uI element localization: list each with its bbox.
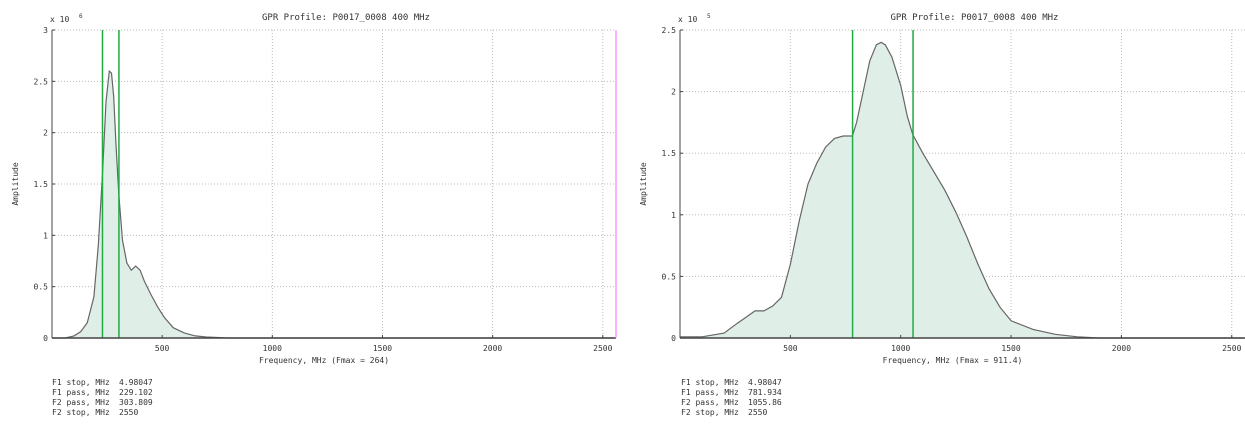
y-tick-label: 2 (671, 88, 676, 97)
y-tick-label: 2.5 (34, 77, 49, 86)
param-value: 1055.86 (748, 398, 782, 407)
y-tick-label: 0.5 (34, 283, 49, 292)
param-row: F1 pass, MHz 229.102 (52, 388, 153, 398)
x-tick-label: 1500 (373, 344, 392, 353)
param-label: F1 pass, MHz (52, 388, 110, 397)
param-label: F1 pass, MHz (681, 388, 739, 397)
y-tick-label: 0.5 (662, 272, 677, 281)
x-tick-label: 1000 (263, 344, 282, 353)
param-value: 4.98047 (119, 378, 153, 387)
param-label: F2 pass, MHz (52, 398, 110, 407)
param-value: 303.809 (119, 398, 153, 407)
param-row: F1 stop, MHz 4.98047 (52, 378, 153, 388)
param-label: F1 stop, MHz (681, 378, 739, 387)
y-tick-label: 2 (43, 129, 48, 138)
y-tick-label: 2.5 (662, 26, 677, 35)
x-tick-label: 500 (155, 344, 170, 353)
param-row: F1 pass, MHz 781.934 (681, 388, 782, 398)
filter-params-left: F1 stop, MHz 4.98047 F1 pass, MHz 229.102 F2… (52, 378, 153, 418)
y-tick-label: 0 (43, 334, 48, 343)
param-row: F2 pass, MHz 303.809 (52, 398, 153, 408)
param-row: F2 pass, MHz 1055.86 (681, 398, 782, 408)
y-tick-label: 1.5 (662, 149, 677, 158)
param-row: F2 stop, MHz 2550 (52, 408, 153, 418)
y-tick-label: 3 (43, 26, 48, 35)
y-scale-exponent: 5 (707, 13, 711, 20)
y-axis-label: Amplitude (11, 162, 20, 206)
spectrum-line (680, 41, 1243, 339)
filter-params-right: F1 stop, MHz 4.98047 F1 pass, MHz 781.934 F2… (681, 378, 782, 418)
y-scale-multiplier: x 10 (50, 15, 69, 24)
param-label: F1 stop, MHz (52, 378, 110, 387)
chart-title: GPR Profile: P0017_0008 400 MHz (262, 13, 430, 23)
x-tick-label: 2500 (593, 344, 612, 353)
y-tick-label: 1 (43, 231, 48, 240)
x-tick-label: 1000 (891, 344, 910, 353)
y-tick-label: 1 (671, 211, 676, 220)
spectrum-area (52, 71, 614, 338)
param-label: F2 pass, MHz (681, 398, 739, 407)
param-row: F1 stop, MHz 4.98047 (681, 378, 782, 388)
x-axis-label: Frequency, MHz (Fmax = 264) (259, 356, 389, 365)
x-axis-label: Frequency, MHz (Fmax = 911.4) (883, 356, 1023, 365)
param-value: 2550 (119, 408, 139, 417)
param-value: 781.934 (748, 388, 782, 397)
y-axis-label: Amplitude (639, 162, 648, 206)
param-label: F2 stop, MHz (52, 408, 110, 417)
y-scale-multiplier: x 10 (678, 15, 697, 24)
param-value: 2550 (748, 408, 768, 417)
param-label: F2 stop, MHz (681, 408, 739, 417)
x-tick-label: 2000 (1112, 344, 1131, 353)
y-tick-label: 0 (671, 334, 676, 343)
param-row: F2 stop, MHz 2550 (681, 408, 782, 418)
x-tick-label: 500 (783, 344, 798, 353)
x-tick-label: 2500 (1222, 344, 1241, 353)
x-tick-label: 2000 (483, 344, 502, 353)
param-value: 4.98047 (748, 378, 782, 387)
y-scale-exponent: 6 (79, 13, 83, 20)
chart-title: GPR Profile: P0017_0008 400 MHz (891, 13, 1059, 23)
x-tick-label: 1500 (1001, 344, 1020, 353)
y-tick-label: 1.5 (34, 180, 49, 189)
spectrum-area (680, 42, 1243, 339)
param-value: 229.102 (119, 388, 153, 397)
spectrum-line (52, 69, 614, 339)
